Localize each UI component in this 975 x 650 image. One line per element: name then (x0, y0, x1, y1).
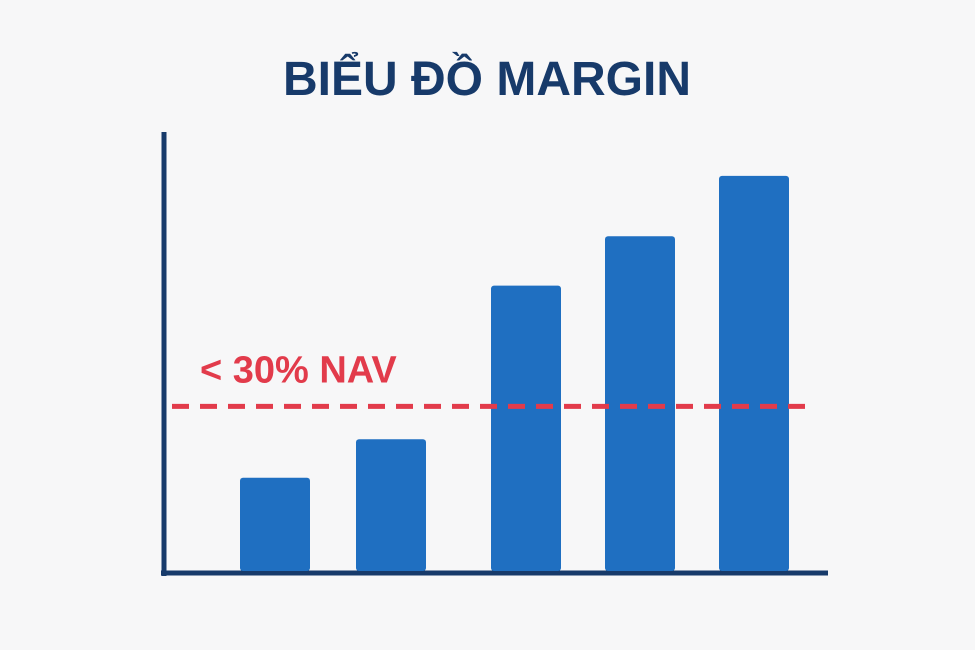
bar (491, 285, 561, 571)
bar (605, 236, 675, 571)
bar (356, 439, 426, 571)
chart-title: BIỂU ĐỒ MARGIN (283, 51, 691, 106)
bar (240, 477, 310, 571)
bar (719, 175, 789, 571)
threshold-label: < 30% NAV (200, 349, 397, 391)
